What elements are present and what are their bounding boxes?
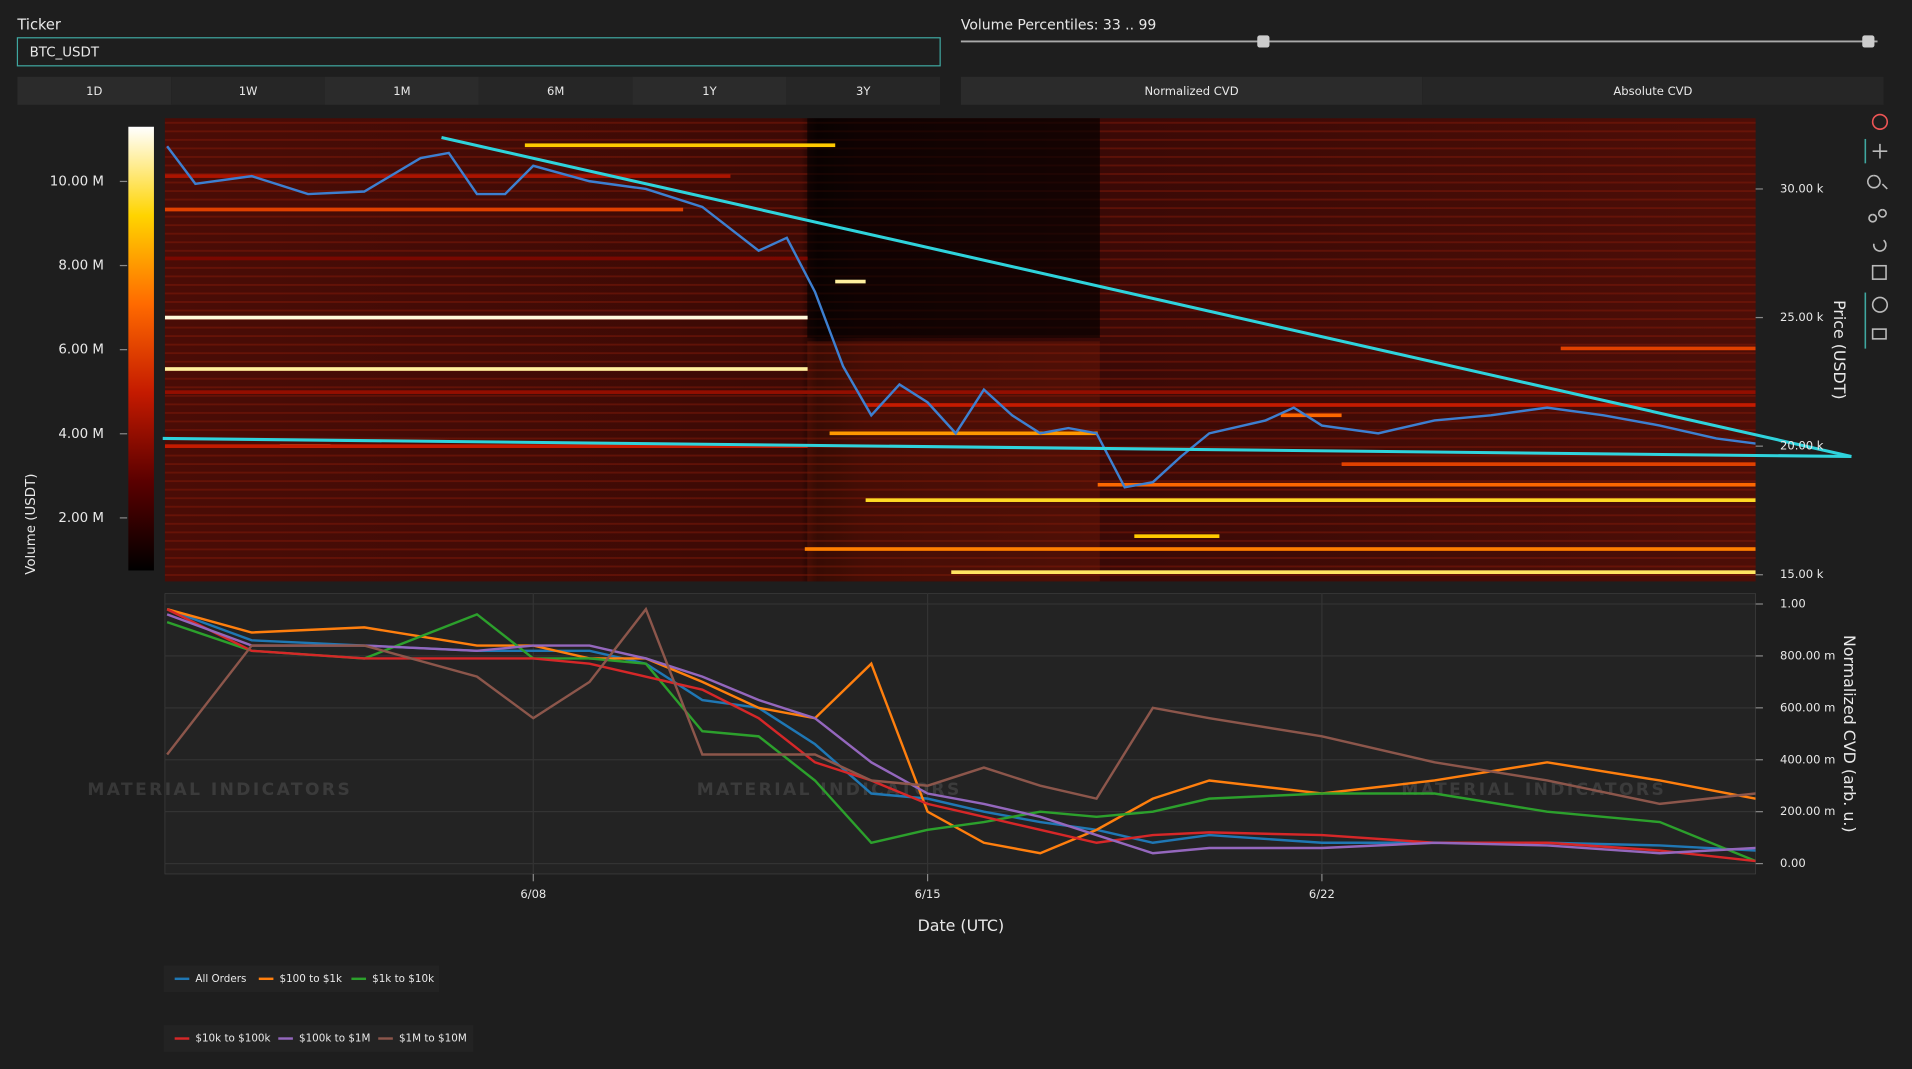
volume-streak: [1560, 346, 1756, 351]
colorbar: [128, 126, 154, 571]
legend-label[interactable]: $1k to $10k: [372, 973, 434, 985]
slider-handle[interactable]: [1862, 35, 1875, 48]
volume-streak: [1097, 482, 1756, 487]
zoom-icon[interactable]: [1867, 174, 1888, 190]
y-axis-title: Normalized CVD (arb. u.): [1840, 635, 1859, 833]
range-button-label[interactable]: 1M: [393, 84, 410, 98]
cvd-line: [166, 608, 1756, 855]
logo-icon[interactable]: [1871, 113, 1889, 130]
cvd-plot-area: [164, 593, 1756, 875]
percentile-label: Volume Percentiles: 33 .. 99: [961, 18, 1156, 34]
x-tick-label: 6/15: [915, 887, 941, 901]
y-axis-title: Price (USDT): [1830, 300, 1849, 399]
trendline: [441, 136, 1852, 458]
volume-streak: [865, 403, 1756, 407]
cvd-mode-label[interactable]: Normalized CVD: [1144, 84, 1238, 98]
volume-streak: [829, 431, 1098, 436]
y-tick-label: 1.00: [1780, 597, 1806, 611]
volume-streak: [164, 174, 731, 178]
hover-icon[interactable]: [1871, 328, 1887, 340]
ticker-label: Ticker: [16, 17, 61, 34]
range-button-label[interactable]: 3Y: [856, 84, 871, 98]
colorbar-tick-label: 10.00 M: [50, 174, 104, 189]
colorbar-tick-label: 2.00 M: [58, 511, 104, 526]
y-tick-label: 600.00 m: [1780, 700, 1835, 714]
volume-streak: [164, 390, 1756, 394]
volume-streak: [164, 444, 808, 448]
volume-streak: [865, 498, 1756, 502]
watermark: MATERIAL INDICATORS: [1401, 780, 1666, 800]
range-button[interactable]: [325, 76, 479, 105]
y-tick-label: 20.00 k: [1780, 439, 1824, 453]
range-button[interactable]: [632, 76, 787, 105]
volume-streak: [164, 207, 684, 212]
range-button-label[interactable]: 1D: [86, 84, 102, 98]
legend-label[interactable]: $100k to $1M: [299, 1033, 370, 1045]
x-tick-label: 6/22: [1309, 887, 1335, 901]
x-axis-title: Date (UTC): [918, 916, 1005, 935]
cvd-line: [166, 608, 1756, 863]
y-tick-label: 25.00 k: [1780, 310, 1824, 324]
select-icon[interactable]: [1868, 208, 1887, 223]
y-tick-label: 200.00 m: [1780, 804, 1835, 818]
range-button[interactable]: [17, 76, 172, 105]
cvd-line: [166, 608, 1756, 852]
cvd-mode-label[interactable]: Absolute CVD: [1613, 84, 1692, 98]
x-tick-label: 6/08: [520, 887, 546, 901]
modebar: [1864, 113, 1889, 349]
pan-icon[interactable]: [1872, 143, 1888, 159]
legend-box: [163, 1025, 474, 1052]
spike-icon[interactable]: [1871, 296, 1889, 313]
ticker-input[interactable]: [16, 37, 941, 67]
volume-streak: [164, 256, 808, 261]
price-line: [166, 145, 1756, 489]
cvd-mode-button[interactable]: [1422, 76, 1884, 105]
slider-handle[interactable]: [1257, 35, 1270, 48]
range-button[interactable]: [786, 76, 941, 105]
watermark: MATERIAL INDICATORS: [87, 780, 352, 800]
colorbar-tick-label: 8.00 M: [58, 259, 104, 274]
volume-streak: [835, 279, 866, 284]
volume-streak: [164, 367, 808, 371]
range-button[interactable]: [171, 76, 326, 105]
legend-label[interactable]: $1M to $10M: [399, 1033, 467, 1045]
volume-streak: [1341, 462, 1756, 466]
legend-label[interactable]: $100 to $1k: [279, 973, 342, 985]
cvd-line: [166, 606, 1756, 806]
colorbar-tick-label: 4.00 M: [58, 427, 104, 442]
cvd-mode-button[interactable]: [960, 76, 1423, 105]
volume-streak: [524, 143, 836, 148]
cvd-line: [166, 612, 1756, 863]
volume-streak: [951, 570, 1756, 574]
range-button-label[interactable]: 6M: [547, 84, 564, 98]
colorbar-title: Volume (USDT): [24, 473, 39, 574]
save-icon[interactable]: [1871, 264, 1887, 280]
y-tick-label: 400.00 m: [1780, 752, 1835, 766]
legend-box: [163, 965, 440, 993]
y-tick-label: 30.00 k: [1780, 181, 1824, 195]
reset-icon[interactable]: [1873, 239, 1887, 252]
trendline: [162, 436, 1852, 459]
volume-streak: [1134, 534, 1220, 538]
y-tick-label: 15.00 k: [1780, 567, 1824, 581]
legend-label[interactable]: $10k to $100k: [195, 1033, 270, 1045]
heatmap-texture: [807, 118, 1100, 338]
heatmap-texture: [807, 341, 1100, 582]
ticker-value[interactable]: BTC_USDT: [30, 45, 100, 60]
colorbar-tick-label: 6.00 M: [58, 343, 104, 358]
range-button[interactable]: [478, 76, 633, 105]
y-tick-label: 0.00: [1780, 856, 1806, 870]
range-button-label[interactable]: 1Y: [702, 84, 717, 98]
legend-label[interactable]: All Orders: [195, 973, 246, 985]
volume-streak: [1280, 413, 1342, 418]
cvd-line: [166, 613, 1756, 855]
volume-streak: [804, 547, 1756, 551]
range-button-label[interactable]: 1W: [239, 84, 258, 98]
volume-streak: [164, 315, 808, 320]
y-tick-label: 800.00 m: [1780, 648, 1835, 662]
